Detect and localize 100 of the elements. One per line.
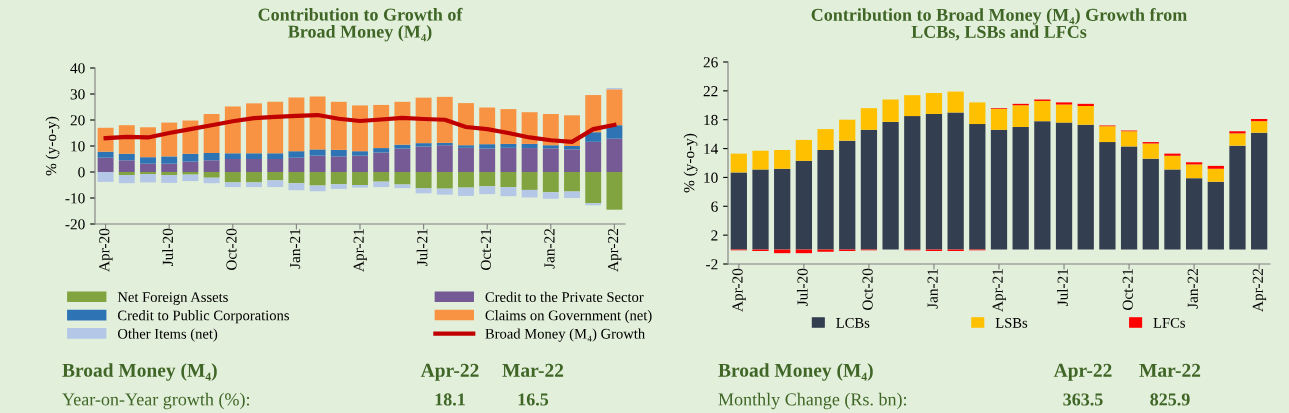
bar bbox=[118, 153, 135, 161]
y-tick-label: 0 bbox=[78, 167, 85, 178]
bar bbox=[774, 150, 791, 169]
bar bbox=[246, 172, 262, 183]
bar bbox=[564, 191, 580, 198]
bar bbox=[352, 151, 368, 156]
bar bbox=[479, 148, 496, 172]
y-tick-label: 20 bbox=[70, 115, 85, 126]
text: 363.5 bbox=[1063, 393, 1103, 406]
bar bbox=[564, 149, 580, 172]
bar bbox=[1055, 104, 1073, 123]
bar bbox=[415, 143, 432, 147]
bar bbox=[203, 160, 220, 172]
bar bbox=[415, 172, 432, 189]
bar bbox=[246, 159, 262, 172]
bar bbox=[330, 101, 347, 150]
y-tick-label: 10 bbox=[704, 172, 718, 183]
legend-label: Credit to the Private Sector bbox=[485, 291, 644, 302]
text: Year-on-Year growth (%): bbox=[62, 392, 250, 410]
bar bbox=[817, 150, 834, 250]
chart-title: Contribution to Broad Money (M₄) Growth from LCBs, LSBs and LFCs bbox=[811, 8, 1187, 41]
bar bbox=[990, 129, 1008, 250]
text: Mar-22 bbox=[1139, 363, 1201, 377]
legend-label: Credit to Public Corporations bbox=[117, 310, 289, 324]
bar bbox=[224, 159, 241, 172]
bar bbox=[267, 101, 284, 154]
bar bbox=[521, 172, 538, 190]
bar bbox=[224, 182, 241, 188]
bar bbox=[500, 143, 517, 148]
line-series bbox=[103, 112, 617, 144]
bar bbox=[288, 97, 305, 152]
bar bbox=[330, 156, 347, 172]
bar bbox=[182, 172, 199, 175]
bar bbox=[1034, 121, 1051, 250]
y-tick-label: 40 bbox=[70, 63, 85, 74]
bar bbox=[969, 124, 986, 250]
y-tick-label: 14 bbox=[704, 143, 719, 154]
bar bbox=[904, 95, 921, 117]
bar bbox=[1185, 164, 1203, 179]
bar bbox=[479, 172, 496, 187]
bar bbox=[97, 151, 114, 158]
bar bbox=[1185, 162, 1203, 165]
bar bbox=[352, 185, 368, 188]
bar bbox=[352, 155, 368, 172]
bar bbox=[1012, 105, 1029, 127]
bar bbox=[309, 149, 326, 156]
bar bbox=[458, 145, 474, 148]
bar bbox=[606, 138, 623, 172]
y-tick-label: 18 bbox=[704, 114, 718, 126]
text: 16.5 bbox=[518, 393, 549, 406]
bar bbox=[969, 102, 986, 125]
bar bbox=[267, 172, 284, 181]
bar bbox=[1229, 145, 1246, 250]
bar bbox=[140, 157, 156, 164]
text: Monthly Change (Rs. bn): bbox=[718, 392, 907, 410]
bar bbox=[1034, 100, 1051, 122]
bar bbox=[585, 203, 602, 206]
bar bbox=[161, 172, 178, 176]
bar bbox=[585, 141, 602, 172]
bar bbox=[1120, 131, 1138, 147]
bar bbox=[330, 149, 347, 157]
bar bbox=[352, 105, 368, 152]
bar bbox=[730, 153, 747, 173]
legend-label: Net Foreign Assets bbox=[117, 292, 228, 305]
bar bbox=[161, 163, 178, 172]
bar bbox=[817, 249, 834, 252]
bar bbox=[882, 121, 899, 250]
text: Mar-22 bbox=[502, 363, 564, 377]
bar bbox=[97, 172, 114, 182]
bar bbox=[288, 172, 305, 184]
bar bbox=[203, 177, 220, 184]
y-tick-label: 26 bbox=[703, 57, 718, 68]
bar bbox=[839, 140, 856, 250]
bar bbox=[947, 112, 964, 250]
bar bbox=[1120, 146, 1138, 250]
bar bbox=[925, 113, 943, 250]
bar bbox=[904, 116, 921, 250]
bar bbox=[752, 169, 769, 250]
x-tick-label: Oct-21 bbox=[480, 229, 492, 270]
bar bbox=[118, 172, 135, 176]
bar bbox=[458, 187, 474, 196]
bar bbox=[1077, 124, 1094, 250]
bar bbox=[795, 160, 813, 250]
bar bbox=[925, 93, 943, 114]
bar bbox=[373, 152, 390, 172]
text: 825.9 bbox=[1150, 393, 1190, 406]
bar bbox=[352, 172, 368, 185]
bar bbox=[288, 157, 305, 172]
x-tick-label: Oct-20 bbox=[862, 268, 873, 310]
bar bbox=[585, 172, 602, 204]
bar bbox=[1077, 103, 1094, 107]
bar bbox=[479, 186, 496, 195]
text: Broad Money (M₄) bbox=[62, 363, 217, 381]
bar bbox=[1164, 169, 1181, 250]
bar bbox=[224, 153, 241, 159]
bar bbox=[500, 187, 517, 197]
bar bbox=[606, 89, 623, 126]
bar bbox=[542, 148, 559, 172]
legend-label: LFCs bbox=[1153, 317, 1185, 328]
bar bbox=[860, 108, 878, 130]
